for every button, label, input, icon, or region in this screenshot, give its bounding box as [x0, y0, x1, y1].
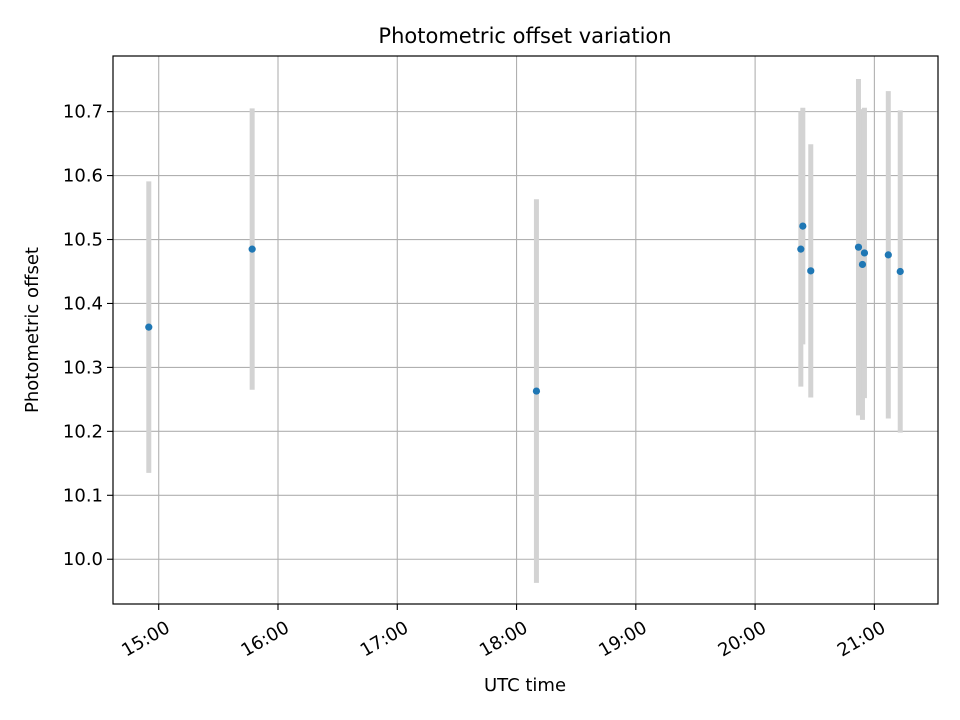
data-point: [884, 251, 892, 259]
grid-lines: [113, 56, 938, 604]
x-tick-label: 20:00: [715, 617, 770, 661]
x-tick-label: 18:00: [476, 617, 531, 661]
y-tick-label: 10.0: [63, 549, 103, 570]
y-tick-label: 10.1: [63, 485, 103, 506]
chart-title: Photometric offset variation: [378, 24, 671, 48]
data-point: [248, 245, 256, 253]
y-axis-ticks: 10.0 10.1 10.2 10.3 10.4 10.5 10.6 10.7: [63, 102, 113, 570]
x-tick-label: 17:00: [357, 617, 412, 661]
plot-frame: [112, 55, 939, 605]
data-point: [797, 245, 805, 253]
y-tick-label: 10.4: [63, 293, 103, 314]
data-point: [858, 260, 867, 269]
x-tick-label: 19:00: [595, 617, 650, 661]
y-axis-label: Photometric offset: [22, 247, 43, 413]
x-axis-label: UTC time: [484, 675, 566, 696]
x-tick-label: 15:00: [118, 617, 173, 661]
data-point: [145, 323, 153, 331]
data-point: [799, 222, 807, 230]
y-tick-label: 10.2: [63, 421, 103, 442]
data-point: [860, 249, 869, 257]
error-bars: [146, 79, 903, 583]
y-tick-label: 10.5: [63, 230, 103, 251]
data-point: [896, 267, 904, 276]
data-point: [854, 243, 863, 251]
data-point: [807, 267, 815, 275]
y-tick-label: 10.3: [63, 357, 103, 378]
data-points: [145, 222, 904, 395]
y-tick-label: 10.6: [63, 166, 103, 187]
x-axis-ticks: 15:00 16:00 17:00 18:00 19:00 20:00 21:00: [118, 604, 889, 661]
x-tick-label: 21:00: [834, 617, 889, 661]
x-tick-label: 16:00: [237, 617, 292, 661]
data-point: [532, 387, 541, 395]
y-tick-label: 10.7: [63, 102, 103, 123]
